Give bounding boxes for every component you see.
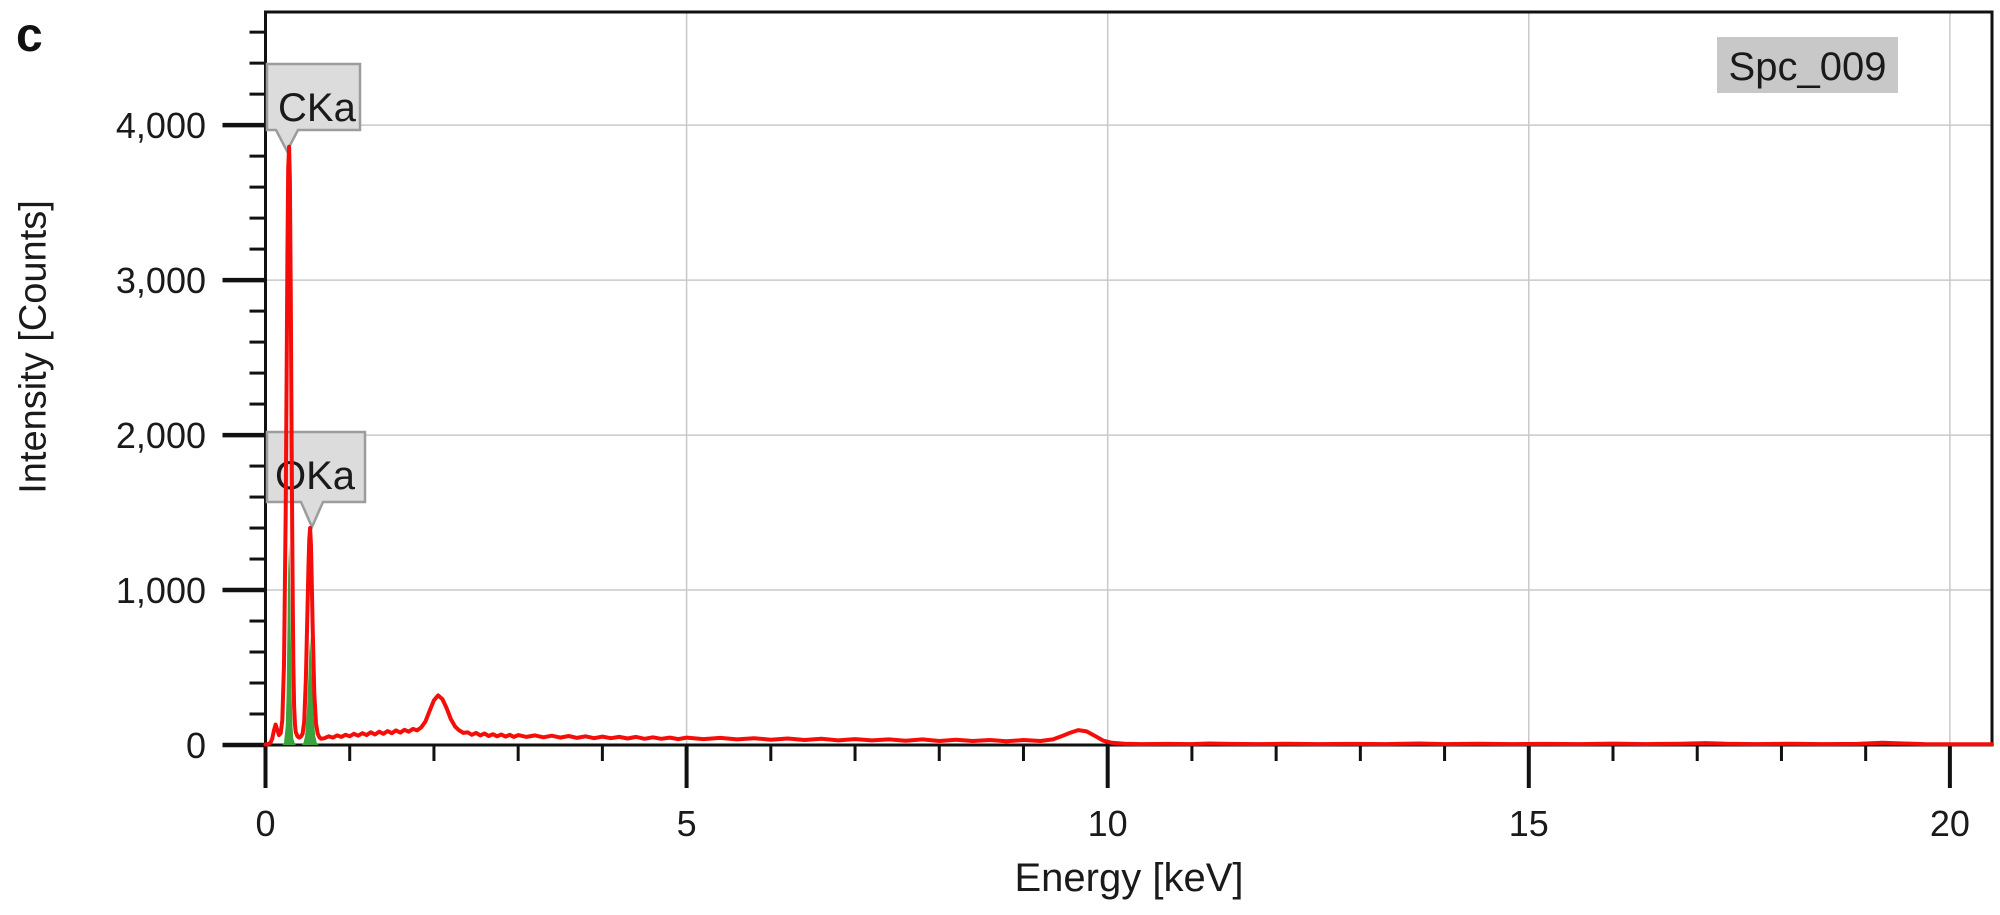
y-tick-label: 0: [186, 725, 206, 766]
spectrum-trace: [263, 144, 1994, 747]
fitted-peak-OKa_fit: [301, 636, 319, 745]
callout-oka-label: OKa: [275, 454, 356, 498]
spectrum-badge-box: [1717, 37, 1898, 93]
x-tick-label: 15: [1509, 803, 1549, 844]
x-axis-title: Energy [keV]: [1014, 856, 1244, 900]
callout-cka-label: CKa: [278, 86, 357, 130]
axis-tick-labels: 0 5 10 15 20 0 1,000 2,000 3,000 4,000: [116, 105, 1970, 844]
spectrum-line: [263, 144, 1994, 747]
y-tick-label: 4,000: [116, 105, 206, 146]
gridlines: [265, 12, 1992, 745]
callout-cka: CKa: [265, 62, 362, 154]
plot-border: [264, 10, 1994, 747]
spectrum-badge-label: Spc_009: [1729, 45, 1887, 89]
y-tick-label: 1,000: [116, 570, 206, 611]
fitted-peak-areas: [282, 543, 319, 745]
x-tick-label: 5: [677, 803, 697, 844]
callout-oka: OKa: [265, 430, 367, 531]
callout-cka-box: [265, 62, 362, 154]
fitted-peak-CKa_fit: [282, 543, 296, 745]
x-tick-label: 10: [1088, 803, 1128, 844]
y-tick-label: 2,000: [116, 415, 206, 456]
x-tick-label: 0: [255, 803, 275, 844]
y-tick-label: 3,000: [116, 260, 206, 301]
x-tick-label: 20: [1930, 803, 1970, 844]
panel-letter: c: [16, 9, 43, 62]
axis-ticks: [222, 30, 1952, 788]
spectrum-badge: Spc_009: [1717, 37, 1898, 93]
